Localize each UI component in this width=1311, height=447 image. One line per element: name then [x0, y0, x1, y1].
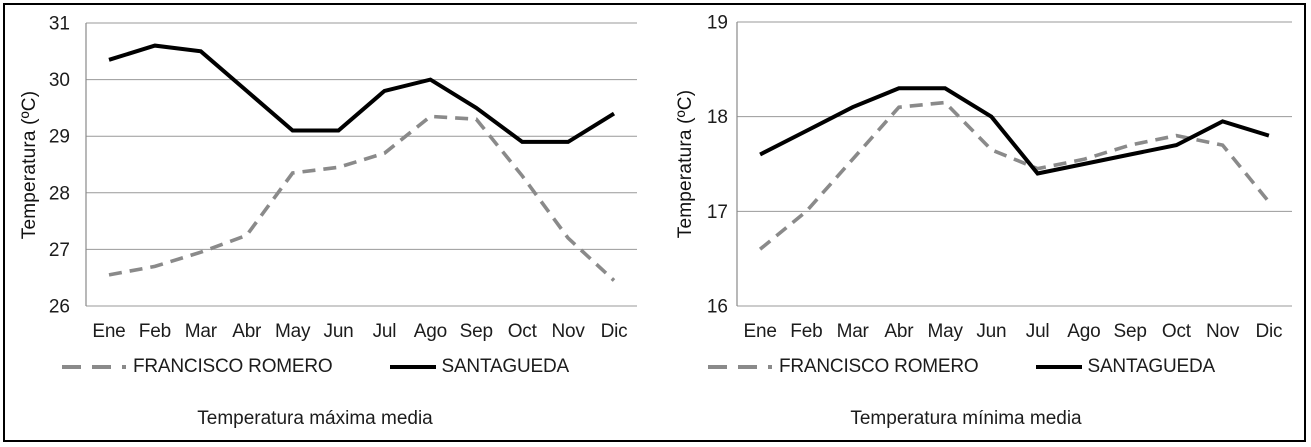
- legend-dashed-line-sample: [61, 363, 129, 371]
- plot-area-minima: 16 17 18 19 Ene Feb Mar Abr May Jun Jul Ago Sep Oct No…: [707, 13, 1292, 342]
- x-tick-label-ago: Ago: [414, 321, 447, 342]
- series-line-santagueda: [759, 86, 1270, 176]
- legend-label-francisco-romero: FRANCISCO ROMERO: [779, 356, 979, 377]
- chart-caption-maxima: Temperatura máxima media: [197, 408, 433, 429]
- x-tick-label-dic: Dic: [601, 321, 628, 342]
- y-tick-label-16: 16: [707, 297, 728, 318]
- y-tick-label-19: 19: [707, 13, 728, 34]
- x-tick-label-jul: Jul: [1026, 321, 1050, 342]
- x-tick-label-jun: Jun: [324, 321, 354, 342]
- x-tick-label-abr: Abr: [884, 321, 914, 342]
- y-tick-label-28: 28: [49, 183, 70, 204]
- y-tick-label-27: 27: [49, 240, 70, 261]
- y-axis-label-maxima: Temperatura (ºC): [19, 90, 40, 240]
- series-line-santagueda: [108, 43, 616, 144]
- plot-area-maxima: 26 27 28 29 30 31 Ene Feb Mar Abr May Jun Jul Ago Sep O…: [49, 14, 637, 342]
- y-tick-label-30: 30: [49, 70, 70, 91]
- chart-temperatura-minima: 16 17 18 19 Ene Feb Mar Abr May Jun Jul Ago Sep Oct No…: [655, 0, 1311, 447]
- legend-label-santagueda: SANTAGUEDA: [441, 356, 569, 377]
- x-tick-label-feb: Feb: [790, 321, 822, 342]
- chart-temperatura-maxima: 26 27 28 29 30 31 Ene Feb Mar Abr May Jun Jul Ago Sep O…: [0, 0, 655, 447]
- x-tick-label-ago: Ago: [1067, 321, 1100, 342]
- y-axis-label-minima: Temperatura (ºC): [675, 89, 696, 239]
- x-tick-label-oct: Oct: [1162, 321, 1192, 342]
- x-tick-label-nov: Nov: [552, 321, 586, 342]
- legend-label-santagueda: SANTAGUEDA: [1087, 356, 1215, 377]
- series-line-francisco-romero: [758, 100, 1271, 251]
- x-tick-label-sep: Sep: [1114, 321, 1147, 342]
- x-tick-label-mar: Mar: [185, 321, 218, 342]
- y-tick-label-26: 26: [49, 297, 70, 318]
- x-tick-label-jun: Jun: [976, 321, 1006, 342]
- x-tick-label-ene: Ene: [92, 321, 125, 342]
- legend-maxima: FRANCISCO ROMERO SANTAGUEDA: [61, 356, 569, 378]
- y-tick-label-17: 17: [707, 202, 728, 223]
- legend-solid-line-sample: [389, 363, 437, 371]
- x-tick-label-jul: Jul: [373, 321, 397, 342]
- legend-solid-line-sample: [1035, 363, 1083, 371]
- x-tick-label-dic: Dic: [1255, 321, 1282, 342]
- x-tick-label-sep: Sep: [460, 321, 493, 342]
- x-tick-label-ene: Ene: [744, 321, 777, 342]
- series-line-francisco-romero: [108, 114, 616, 282]
- x-tick-label-nov: Nov: [1206, 321, 1240, 342]
- x-tick-label-abr: Abr: [232, 321, 262, 342]
- legend-minima: FRANCISCO ROMERO SANTAGUEDA: [707, 356, 1215, 378]
- x-tick-label-may: May: [275, 321, 311, 342]
- x-tick-label-may: May: [927, 321, 963, 342]
- legend-dashed-line-sample: [707, 363, 775, 371]
- y-tick-label-31: 31: [49, 14, 70, 35]
- chart-caption-minima: Temperatura mínima media: [850, 408, 1082, 429]
- legend-label-francisco-romero: FRANCISCO ROMERO: [133, 356, 333, 377]
- x-tick-label-mar: Mar: [837, 321, 870, 342]
- x-tick-label-oct: Oct: [508, 321, 538, 342]
- x-tick-label-feb: Feb: [139, 321, 171, 342]
- y-tick-label-29: 29: [49, 127, 70, 148]
- y-tick-label-18: 18: [707, 107, 728, 128]
